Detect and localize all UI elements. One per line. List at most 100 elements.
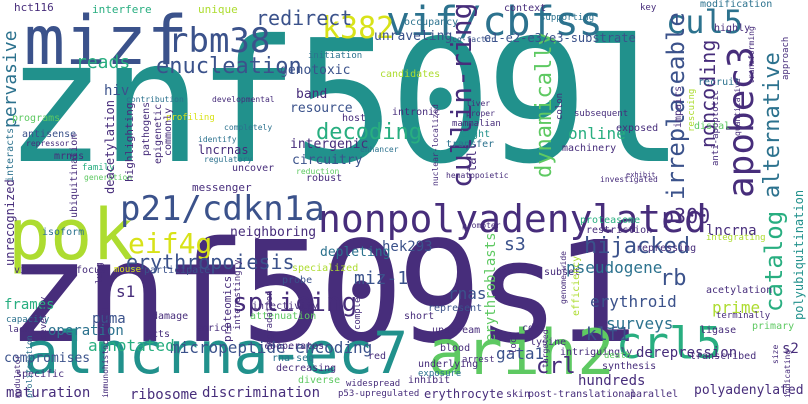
word: intergenic — [290, 137, 369, 152]
word: znf509l — [4, 4, 684, 202]
word: s3 — [504, 234, 526, 255]
word: intronic — [392, 107, 441, 118]
word: reduction — [296, 167, 340, 176]
word: profiling — [166, 113, 215, 123]
word: integrating — [706, 233, 766, 243]
word: depleting — [320, 245, 391, 260]
word: regulatory — [204, 155, 253, 164]
word: interfere — [92, 3, 152, 16]
word: cd4 — [522, 323, 541, 334]
word: diverse — [298, 375, 341, 386]
word: primary — [752, 321, 795, 332]
word: machinery — [562, 143, 617, 154]
word: rescuing — [687, 88, 697, 132]
word: developmental — [212, 95, 275, 104]
word: intriguingly — [560, 347, 633, 358]
word: ribosome — [130, 387, 198, 403]
word: pok — [8, 194, 135, 276]
word: mammalian — [452, 119, 501, 129]
word: recruit — [698, 77, 741, 88]
word: impairs — [673, 85, 684, 128]
word: initiation — [308, 51, 363, 61]
word: key — [640, 3, 657, 13]
word: enucleation — [156, 54, 302, 79]
word: family — [82, 163, 115, 173]
word: infectivity — [252, 301, 319, 312]
word: interestingly — [233, 259, 243, 330]
word: hijacked — [584, 234, 690, 259]
word: loci — [509, 332, 519, 354]
word: specific — [16, 369, 65, 380]
word: arih2 — [428, 316, 615, 389]
word: znf509s1 — [6, 212, 638, 375]
word: unrecognized — [3, 179, 17, 266]
word: generation — [84, 173, 133, 182]
word: gata1 — [496, 344, 545, 363]
word: surveys — [606, 314, 674, 333]
word: subsequent — [574, 109, 629, 119]
word: micropeptide-encoding — [170, 338, 373, 357]
word: resource — [290, 101, 353, 116]
word: capacity — [6, 315, 50, 325]
word: discrimination — [202, 385, 321, 401]
word: antisense — [22, 129, 77, 140]
word: damage — [152, 311, 189, 322]
word: proteasome — [580, 215, 641, 226]
word: highly — [714, 23, 751, 34]
word: terminally — [716, 311, 771, 321]
word: hundreds — [578, 373, 646, 389]
word: candidates — [380, 69, 441, 80]
word: viral — [14, 265, 45, 276]
word: lacks — [8, 325, 36, 335]
word: repressing — [636, 243, 697, 254]
word: proteomics — [221, 275, 234, 342]
word: robust — [306, 173, 343, 184]
word: upstream — [432, 325, 481, 336]
word: crl — [536, 354, 576, 379]
word: severely — [39, 296, 49, 340]
word: rnas — [448, 284, 487, 303]
word: degradation — [265, 290, 275, 350]
word: specialized — [292, 263, 359, 274]
word: reads — [76, 52, 131, 73]
word: k382 — [322, 11, 395, 46]
word: maturation — [6, 385, 91, 401]
word: death — [604, 351, 632, 361]
word: pseudogene — [566, 258, 663, 277]
word: acetylation — [706, 285, 773, 296]
word: colon — [555, 92, 565, 120]
word: immunohistochemical — [101, 306, 110, 398]
word: derepression — [636, 345, 738, 361]
word: tall — [465, 143, 479, 172]
word: promoter — [462, 221, 501, 230]
word: identify — [198, 135, 237, 144]
word: approach — [781, 36, 791, 80]
word: contribution — [126, 95, 184, 104]
word: post-translational — [528, 389, 637, 400]
word: anti-apoptotic — [711, 90, 721, 166]
word: transfer — [446, 139, 495, 150]
word: highlighting — [123, 102, 136, 182]
word: unique — [198, 3, 238, 16]
word: vif/cbfss — [386, 0, 603, 45]
word: efficiency — [571, 255, 582, 316]
word: occupancy — [404, 17, 459, 28]
word: erythrocyte — [424, 387, 504, 401]
word: dynamically — [532, 32, 557, 178]
word: alncrna-ec7 — [24, 319, 409, 387]
word: cooperates — [264, 341, 325, 352]
word: p53-upregulated — [338, 389, 420, 399]
word: repressor — [26, 139, 70, 148]
word: transforming — [747, 26, 756, 84]
word: exposure — [418, 369, 462, 379]
word: arrest — [462, 355, 495, 365]
word: isoform — [42, 227, 85, 238]
word: catalog — [760, 210, 788, 312]
word: messenger — [192, 181, 252, 194]
word: genotoxic — [280, 63, 351, 78]
word: hematopoietic — [446, 171, 509, 180]
word: participate — [144, 265, 211, 276]
word: mrnas — [54, 151, 85, 162]
word: commonly — [163, 107, 174, 156]
